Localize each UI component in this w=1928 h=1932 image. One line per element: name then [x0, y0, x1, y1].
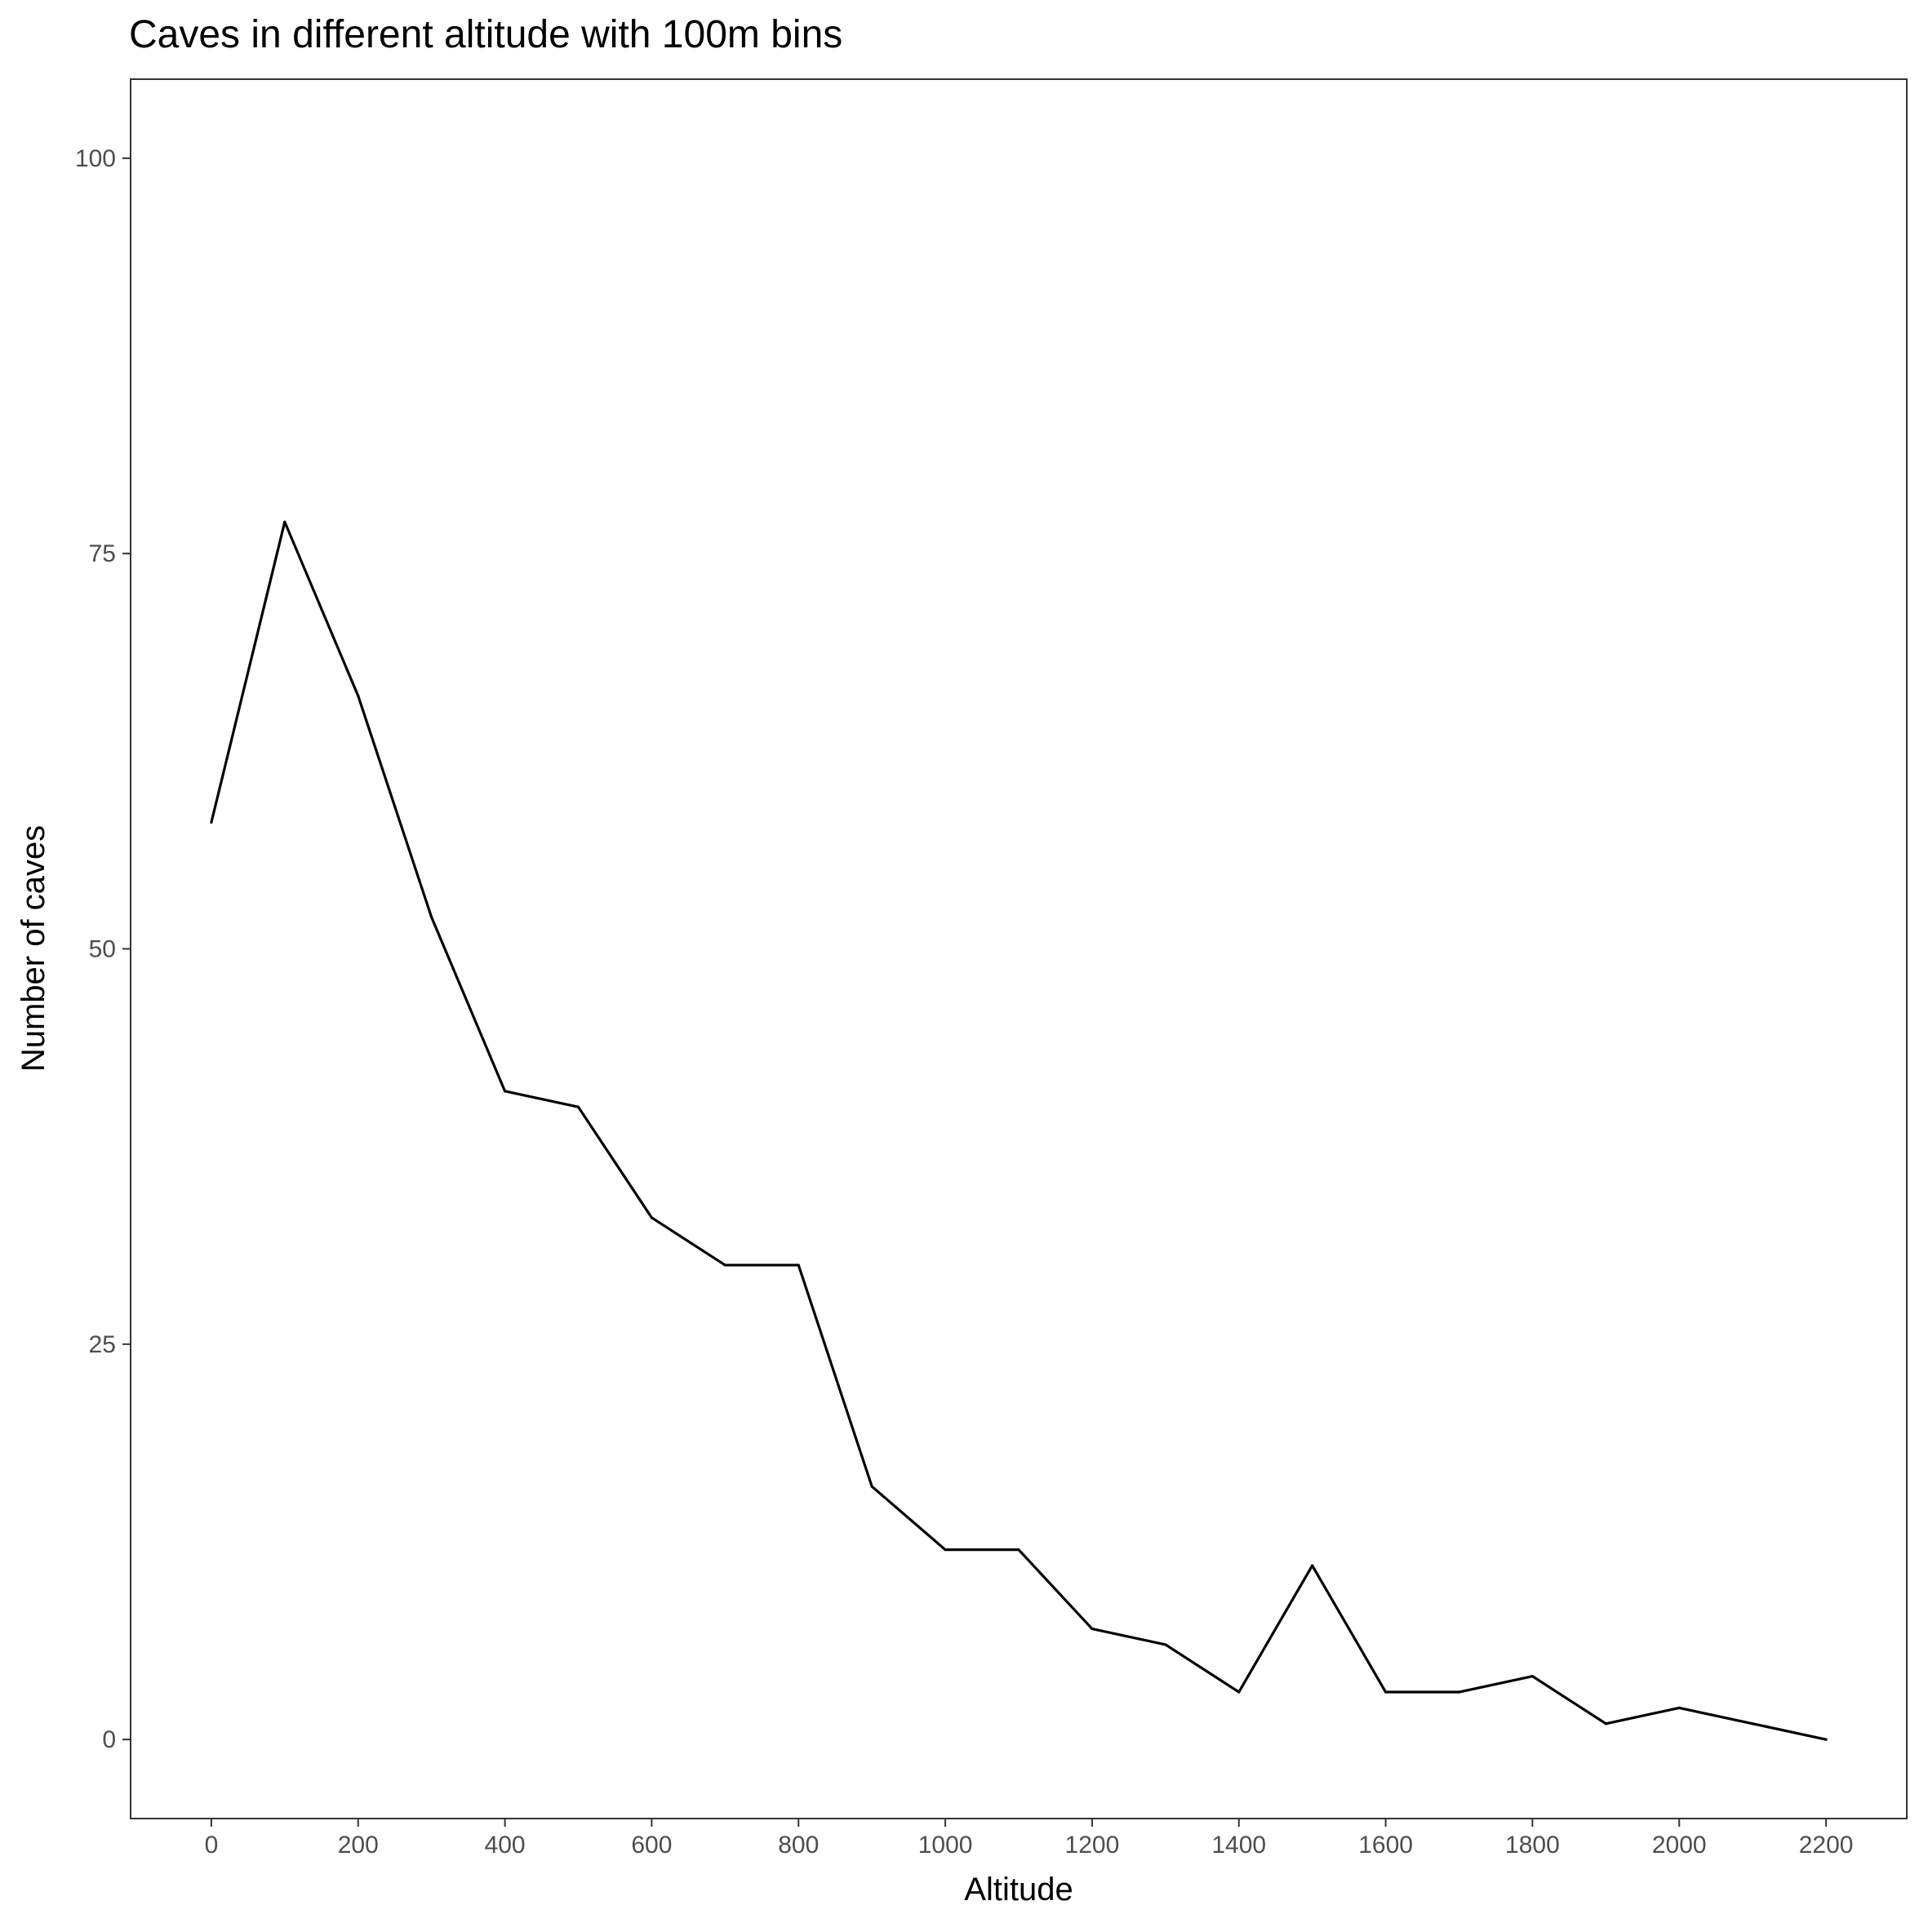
data-point: [430, 916, 433, 919]
x-tick-label: 1600: [1358, 1832, 1413, 1859]
x-tick-label: 200: [338, 1832, 379, 1859]
y-tick-label: 0: [102, 1726, 116, 1753]
x-axis: 0 200 400 600 800 1000 1200 1400 1600 1800 2000 220…: [205, 1819, 1854, 1859]
x-tick-label: 600: [631, 1832, 672, 1859]
data-point: [1311, 1564, 1314, 1567]
data-point: [503, 1090, 507, 1093]
x-tick-label: 2000: [1652, 1832, 1707, 1859]
data-point: [723, 1264, 726, 1267]
y-tick-label: 100: [75, 145, 116, 172]
x-tick-label: 1000: [918, 1832, 973, 1859]
data-point: [1824, 1738, 1828, 1741]
y-axis: 0 25 50 75 100: [75, 145, 131, 1753]
y-axis-title: Number of caves: [16, 825, 51, 1072]
data-point: [1604, 1722, 1607, 1725]
data-point: [1091, 1627, 1094, 1631]
data-point: [576, 1105, 580, 1108]
data-point: [283, 520, 287, 524]
data-point: [1164, 1643, 1167, 1646]
x-axis-title: Altitude: [964, 1872, 1073, 1908]
y-tick-label: 75: [89, 540, 116, 567]
data-point: [1017, 1548, 1020, 1552]
x-tick-label: 0: [205, 1832, 219, 1859]
y-tick-label: 50: [89, 936, 116, 963]
y-tick-label: 25: [89, 1331, 116, 1358]
x-tick-label: 2200: [1799, 1832, 1854, 1859]
x-tick-label: 1800: [1505, 1832, 1560, 1859]
data-point: [1530, 1675, 1535, 1678]
data-point: [650, 1216, 654, 1219]
chart-title: Caves in different altitude with 100m bi…: [129, 13, 842, 56]
data-point: [870, 1485, 873, 1488]
data-point: [1237, 1690, 1241, 1694]
data-point: [944, 1548, 947, 1552]
data-point: [1457, 1690, 1461, 1694]
data-point: [1751, 1722, 1754, 1725]
x-tick-label: 1400: [1211, 1832, 1266, 1859]
x-tick-label: 400: [485, 1832, 526, 1859]
plot-panel: [130, 78, 1908, 1819]
data-point: [357, 694, 360, 698]
data-point: [1677, 1706, 1681, 1709]
data-point: [210, 820, 213, 824]
data-point: [797, 1264, 800, 1267]
data-point: [1384, 1690, 1388, 1694]
x-tick-label: 800: [778, 1832, 819, 1859]
series-layer: [210, 520, 1828, 1741]
x-tick-label: 1200: [1065, 1832, 1120, 1859]
